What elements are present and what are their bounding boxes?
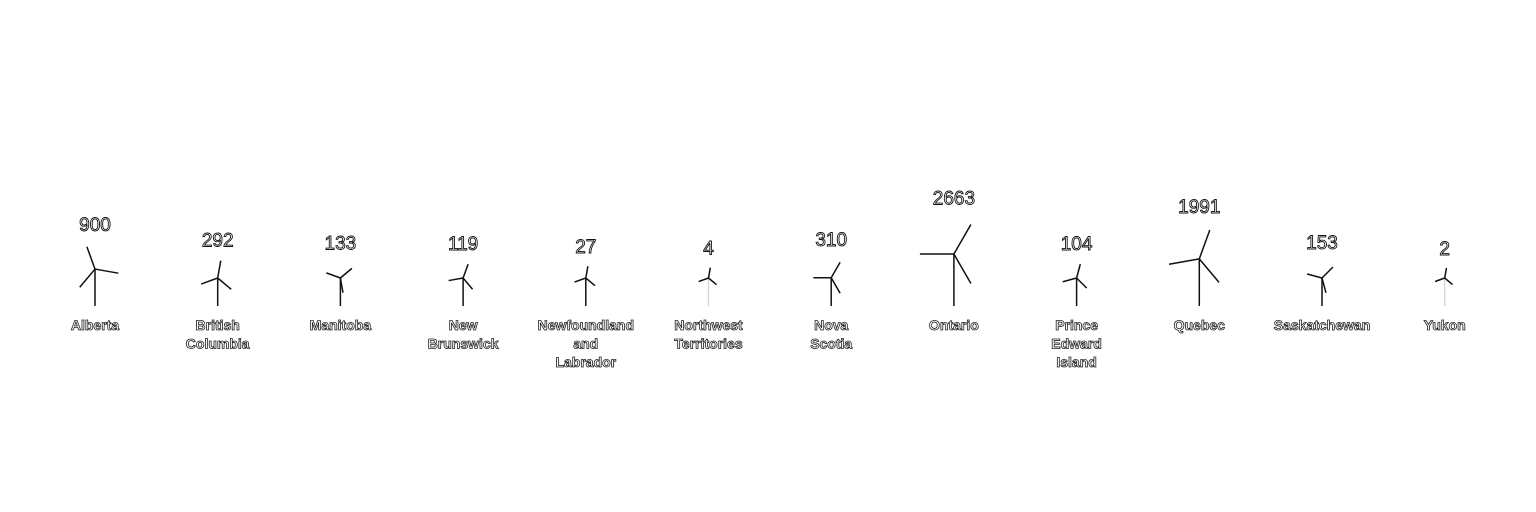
value-label: 2 (1439, 239, 1450, 260)
value-label: 104 (1061, 234, 1093, 255)
province-label: Northwest Territories (674, 317, 743, 352)
turbine-blade (953, 253, 972, 284)
value-label: 292 (202, 231, 234, 252)
turbine-blade (217, 277, 232, 290)
turbine-blade (1168, 258, 1200, 265)
value-label: 119 (448, 234, 478, 255)
value-label: 1991 (1178, 197, 1220, 218)
value-label: 4 (703, 238, 714, 259)
turbine-alberta: 900 Alberta (70, 214, 119, 333)
value-label: 2663 (933, 189, 975, 210)
turbine-northwest-territories: 4 Northwest Territories (674, 238, 744, 352)
turbine-blade (200, 277, 218, 285)
turbine-nova-scotia: 310 Nova Scotia (810, 230, 853, 352)
turbine-british-columbia: 292 British Columbia (185, 230, 250, 352)
turbine-blade (326, 272, 341, 279)
turbine-newfoundland-and-labrador: 27 Newfoundland and Labrador (537, 236, 634, 370)
province-label: Saskatchewan (1274, 317, 1371, 333)
province-label: Yukon (1424, 317, 1466, 333)
turbine-blade (574, 277, 587, 283)
turbine-blade (1444, 277, 1453, 286)
turbine-blade (339, 267, 353, 279)
province-label: Ontario (929, 317, 979, 333)
turbine-blade (1075, 263, 1082, 279)
turbine-blade (953, 224, 972, 255)
province-label: Nova Scotia (810, 317, 852, 352)
turbine-yukon: 2 Yukon (1423, 238, 1466, 333)
turbine-blade (86, 246, 96, 270)
turbine-blade (1321, 266, 1334, 279)
province-label: Alberta (71, 317, 119, 333)
turbine-blade (94, 268, 119, 274)
value-label: 310 (815, 230, 847, 251)
turbine-blade (708, 277, 718, 286)
turbine-ontario: 2663 Ontario (919, 188, 979, 333)
province-label: Quebec (1174, 317, 1226, 333)
turbine-manitoba: 133 Manitoba (309, 233, 372, 333)
value-label: 900 (79, 215, 111, 236)
value-label: 27 (575, 237, 596, 258)
province-label: British Columbia (186, 317, 250, 352)
turbine-blade (830, 277, 841, 294)
turbine-blade (1198, 229, 1211, 260)
turbine-blade (585, 266, 589, 279)
province-label: New Brunswick (428, 317, 499, 352)
turbine-blade (79, 268, 96, 288)
turbine-blade (1076, 277, 1088, 289)
turbine-blade (1198, 258, 1220, 283)
province-label: Prince Edward Island (1051, 317, 1102, 370)
turbine-blade (1321, 277, 1327, 294)
turbine-blade (830, 261, 841, 279)
turbine-blade (462, 277, 474, 290)
turbine-prince-edward-island: 104 Prince Edward Island (1051, 234, 1102, 371)
value-label: 153 (1306, 233, 1338, 254)
turbine-blade (698, 277, 709, 283)
turbine-blade (1062, 277, 1077, 283)
turbine-blade (707, 267, 712, 279)
province-label: Newfoundland and Labrador (538, 317, 634, 370)
turbine-blade (216, 260, 222, 279)
turbine-blade (448, 277, 464, 282)
turbine-blade (1306, 273, 1323, 279)
turbine-quebec: 1991 Quebec (1168, 197, 1226, 333)
value-label: 133 (325, 233, 357, 254)
turbine-blade (462, 263, 469, 279)
turbine-blade (339, 277, 344, 293)
turbine-blade (1434, 277, 1445, 283)
turbine-saskatchewan: 153 Saskatchewan (1273, 233, 1371, 334)
turbine-blade (585, 277, 596, 287)
turbine-blade (1443, 267, 1448, 279)
turbine-new-brunswick: 119 New Brunswick (427, 233, 499, 352)
province-label: Manitoba (310, 317, 372, 333)
